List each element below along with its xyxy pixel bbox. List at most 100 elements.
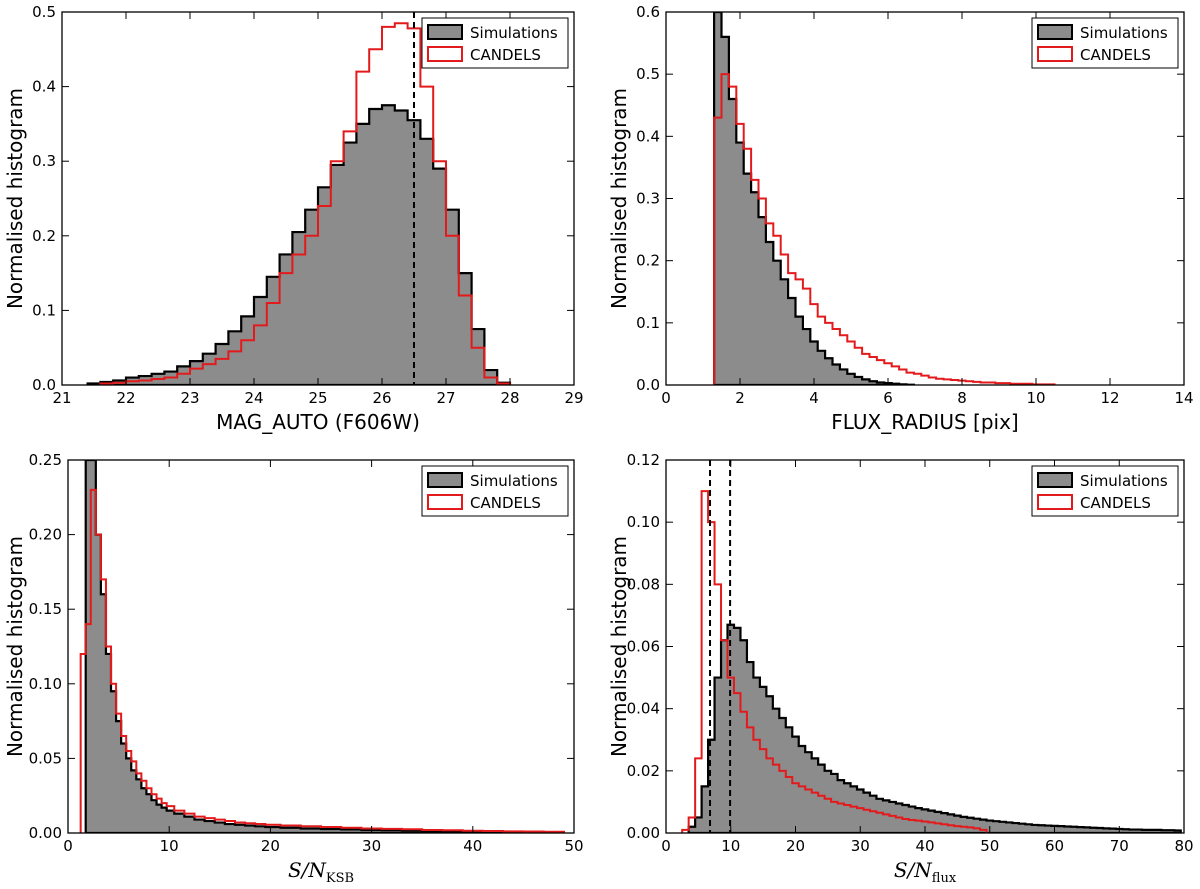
histogram-simulations — [86, 104, 512, 385]
y-tick-label: 0.00 — [29, 824, 62, 842]
legend-label-simulations: Simulations — [470, 24, 558, 42]
y-tick-label: 0.15 — [29, 600, 62, 618]
plot-area — [79, 460, 565, 833]
y-axis-label: Normalised histogram — [607, 88, 631, 309]
x-tick-label: 21 — [52, 389, 71, 407]
x-tick-label: 14 — [1174, 389, 1193, 407]
x-tick-label: 20 — [786, 837, 805, 855]
histogram-candels — [713, 73, 1056, 385]
y-tick-label: 0.06 — [627, 638, 660, 656]
x-tick-label: 10 — [721, 837, 740, 855]
x-axis-label-subscript: flux — [932, 871, 957, 886]
legend-swatch-simulations — [427, 24, 463, 40]
y-tick-label: 0.12 — [627, 451, 660, 469]
x-tick-label: 28 — [500, 389, 519, 407]
legend-label-candels: CANDELS — [470, 46, 541, 64]
legend-label-candels: CANDELS — [1080, 46, 1151, 64]
y-tick-label: 0.05 — [29, 749, 62, 767]
x-tick-label: 20 — [261, 837, 280, 855]
legend-label-candels: CANDELS — [470, 494, 541, 512]
legend-swatch-simulations — [1037, 24, 1073, 40]
x-axis-label: S/NKSB — [288, 858, 354, 886]
legend-label-simulations: Simulations — [1080, 24, 1168, 42]
y-tick-label: 0.00 — [627, 824, 660, 842]
histogram-simulations — [713, 12, 915, 385]
y-tick-label: 0.2 — [32, 227, 56, 245]
y-tick-label: 0.04 — [627, 700, 660, 718]
y-axis-label: Normalised histogram — [607, 536, 631, 757]
y-tick-label: 0.5 — [636, 65, 660, 83]
histogram-candels — [681, 490, 988, 833]
legend: Simulations CANDELS — [421, 465, 569, 517]
x-axis-label-subscript: KSB — [326, 871, 354, 886]
legend-swatch-candels — [1037, 46, 1073, 62]
axes-frame — [67, 459, 575, 834]
x-tick-label: 2 — [735, 389, 745, 407]
panel-top-right: 0 2 4 6 8 10 12 14 0.0 0.1 0.2 0.3 0.4 0.5 0.6 Normalis… — [607, 3, 1194, 434]
y-tick-label: 0.1 — [636, 314, 660, 332]
y-tick-label: 0.0 — [636, 376, 660, 394]
x-tick-label: 26 — [372, 389, 391, 407]
y-tick-label: 0.10 — [627, 513, 660, 531]
x-tick-label: 60 — [1045, 837, 1064, 855]
x-tick-label: 80 — [1174, 837, 1193, 855]
x-tick-label: 50 — [564, 837, 583, 855]
x-tick-label: 0 — [63, 837, 73, 855]
y-tick-label: 0.08 — [627, 575, 660, 593]
y-tick-label: 0.3 — [636, 190, 660, 208]
y-tick-label: 0.1 — [32, 301, 56, 319]
plot-area — [713, 12, 1056, 385]
y-tick-label: 0.2 — [636, 252, 660, 270]
legend: Simulations CANDELS — [421, 17, 569, 69]
panel-top-left: 21 22 23 24 25 26 27 28 29 0.0 0.1 0.2 0.3 0.4 0.5 Norm… — [3, 3, 584, 434]
y-tick-label: 0.6 — [636, 3, 660, 21]
x-axis-label: S/Nflux — [894, 858, 957, 886]
x-tick-label: 70 — [1110, 837, 1129, 855]
y-tick-label: 0.25 — [29, 451, 62, 469]
plot-area — [86, 12, 512, 385]
legend-swatch-candels — [1037, 494, 1073, 510]
panel-bottom-right: 0 10 20 30 40 50 60 70 80 0.00 0.02 0.04 0.06 0.08 0.1… — [607, 451, 1194, 886]
histogram-candels — [99, 22, 511, 385]
x-tick-label: 30 — [362, 837, 381, 855]
y-tick-label: 0.02 — [627, 762, 660, 780]
y-tick-label: 0.3 — [32, 152, 56, 170]
legend-label-candels: CANDELS — [1080, 494, 1151, 512]
x-tick-label: 10 — [1026, 389, 1045, 407]
x-axis-label-main: S/N — [894, 858, 933, 882]
x-axis-label-main: S/N — [288, 858, 327, 882]
y-tick-label: 0.20 — [29, 526, 62, 544]
x-tick-label: 4 — [809, 389, 819, 407]
legend-label-simulations: Simulations — [1080, 472, 1168, 490]
x-tick-label: 12 — [1100, 389, 1119, 407]
x-tick-label: 40 — [463, 837, 482, 855]
x-tick-label: 30 — [851, 837, 870, 855]
x-axis-label: FLUX_RADIUS [pix] — [831, 410, 1018, 434]
x-tick-label: 50 — [980, 837, 999, 855]
y-tick-label: 0.5 — [32, 3, 56, 21]
y-tick-label: 0.4 — [636, 127, 660, 145]
y-tick-label: 0.10 — [29, 675, 62, 693]
legend-swatch-simulations — [427, 472, 463, 488]
x-tick-label: 6 — [883, 389, 893, 407]
plot-area — [681, 460, 1182, 833]
x-tick-label: 8 — [957, 389, 967, 407]
panel-bottom-left: 0 10 20 30 40 50 0.00 0.05 0.10 0.15 0.20 0.25 Norma… — [3, 451, 584, 886]
x-tick-label: 10 — [160, 837, 179, 855]
legend-label-simulations: Simulations — [470, 472, 558, 490]
x-tick-label: 24 — [244, 389, 263, 407]
legend: Simulations CANDELS — [1031, 17, 1179, 69]
histogram-simulations — [687, 623, 1182, 833]
x-tick-label: 29 — [564, 389, 583, 407]
x-tick-label: 27 — [436, 389, 455, 407]
y-tick-label: 0.4 — [32, 78, 56, 96]
x-tick-label: 0 — [661, 837, 671, 855]
x-tick-label: 40 — [915, 837, 934, 855]
legend-swatch-candels — [427, 494, 463, 510]
x-tick-label: 0 — [661, 389, 671, 407]
y-axis-label: Normalised histogram — [3, 536, 27, 757]
legend-swatch-simulations — [1037, 472, 1073, 488]
y-axis-label: Normalised histogram — [3, 88, 27, 309]
legend: Simulations CANDELS — [1031, 465, 1179, 517]
